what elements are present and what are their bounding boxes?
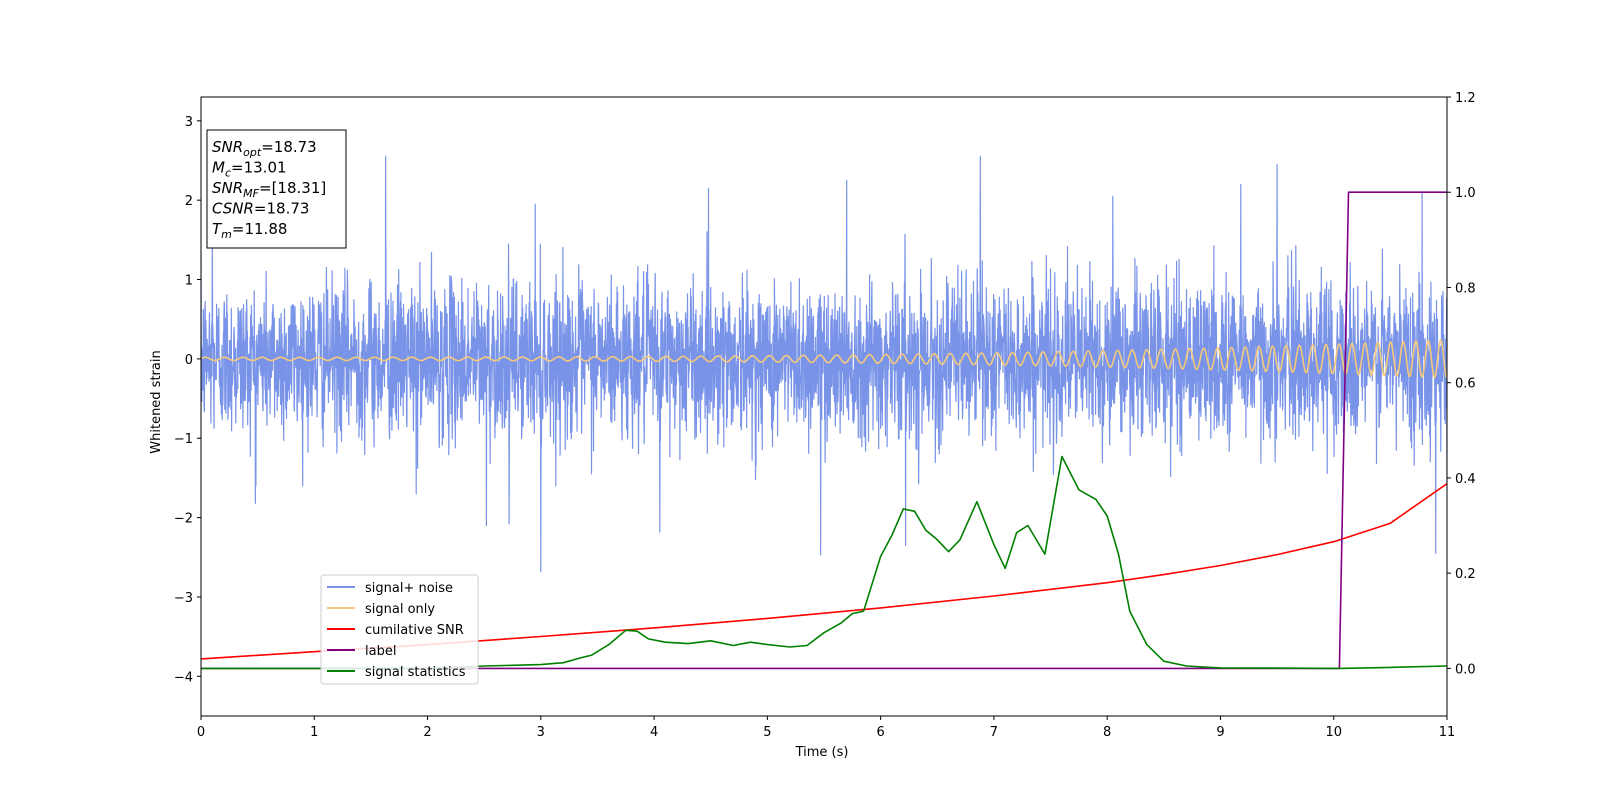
series-signal-only-line <box>201 339 1447 379</box>
annotation-value: =18.73 <box>261 138 317 156</box>
annotation-variable: SNR <box>212 138 243 156</box>
annotation-value: =13.01 <box>231 159 287 177</box>
x-tick-label: 11 <box>1439 725 1456 740</box>
annotation-line: SNRopt=18.73 <box>212 138 317 159</box>
y2-tick-label: 1.0 <box>1455 186 1476 201</box>
x-tick-label: 2 <box>423 725 431 740</box>
y-tick-label: −2 <box>174 512 193 527</box>
series-label-line <box>201 191 1447 670</box>
y2-tick-label: 0.2 <box>1455 567 1476 582</box>
annotation-subscript: MF <box>243 187 259 200</box>
annotation-frame <box>206 129 347 249</box>
axes: 0 1 2 3 4 5 6 7 8 9 10 11 −4 −3 −2 −1 0 1 2 3 0.0 0.2 0.4 0.6 0.… <box>174 91 1476 740</box>
annotation-value: =[18.31] <box>259 179 326 197</box>
x-tick-label: 5 <box>763 725 771 740</box>
annotation-variable: T <box>212 220 223 238</box>
legend-frame <box>320 574 479 685</box>
x-tick-label: 4 <box>650 725 658 740</box>
annotation-variable: M <box>212 159 225 177</box>
annotation-line: Mc=13.01 <box>212 159 287 180</box>
x-tick-label: 3 <box>537 725 545 740</box>
legend-label-signal-only: signal only <box>365 602 435 617</box>
axes-frame <box>200 96 1448 717</box>
annotation-line: SNRMF=[18.31] <box>212 179 326 200</box>
x-tick-label: 10 <box>1325 725 1342 740</box>
y-tick-label: 3 <box>185 115 193 130</box>
series-signal-noise-line <box>201 155 1447 573</box>
annotation-variable: CSNR <box>212 200 254 218</box>
x-axis-title: Time (s) <box>795 745 849 760</box>
y-tick-label: 1 <box>185 274 193 289</box>
x-tick-label: 6 <box>876 725 884 740</box>
legend-label-label: label <box>365 644 396 659</box>
x-tick-label: 1 <box>310 725 318 740</box>
annotation-variable: SNR <box>212 179 243 197</box>
y-tick-label: −1 <box>174 432 193 447</box>
x-tick-label: 8 <box>1103 725 1111 740</box>
legend: signal+ noise signal only cumilative SNR la… <box>320 574 479 685</box>
legend-label-signal-noise: signal+ noise <box>365 581 453 596</box>
annotation-box: SNRopt=18.73Mc=13.01SNRMF=[18.31]CSNR=18… <box>206 129 347 249</box>
y-tick-label: −3 <box>174 591 193 606</box>
y-axis-title: Whitened strain <box>149 350 164 453</box>
legend-label-cumilative-snr: cumilative SNR <box>365 623 464 638</box>
y2-tick-label: 1.2 <box>1455 91 1476 106</box>
annotation-line: Tm=11.88 <box>212 220 287 241</box>
annotation-value: =11.88 <box>232 220 288 238</box>
x-tick-label: 0 <box>197 725 205 740</box>
y2-tick-label: 0.4 <box>1455 472 1476 487</box>
y2-tick-label: 0.6 <box>1455 377 1476 392</box>
annotation-subscript: opt <box>243 146 262 159</box>
legend-label-signal-statistics: signal statistics <box>365 665 466 680</box>
y-tick-label: −4 <box>174 670 193 685</box>
x-tick-label: 7 <box>990 725 998 740</box>
annotation-value: =18.73 <box>254 200 310 218</box>
y-tick-label: 2 <box>185 194 193 209</box>
y-tick-label: 0 <box>185 353 193 368</box>
y2-tick-label: 0.8 <box>1455 281 1476 296</box>
annotation-subscript: c <box>225 167 231 180</box>
annotation-line: CSNR=18.73 <box>212 200 309 218</box>
annotation-subscript: m <box>221 228 232 241</box>
y2-tick-label: 0.0 <box>1455 662 1476 677</box>
x-tick-label: 9 <box>1216 725 1224 740</box>
series-signal-statistics-line <box>201 455 1447 670</box>
